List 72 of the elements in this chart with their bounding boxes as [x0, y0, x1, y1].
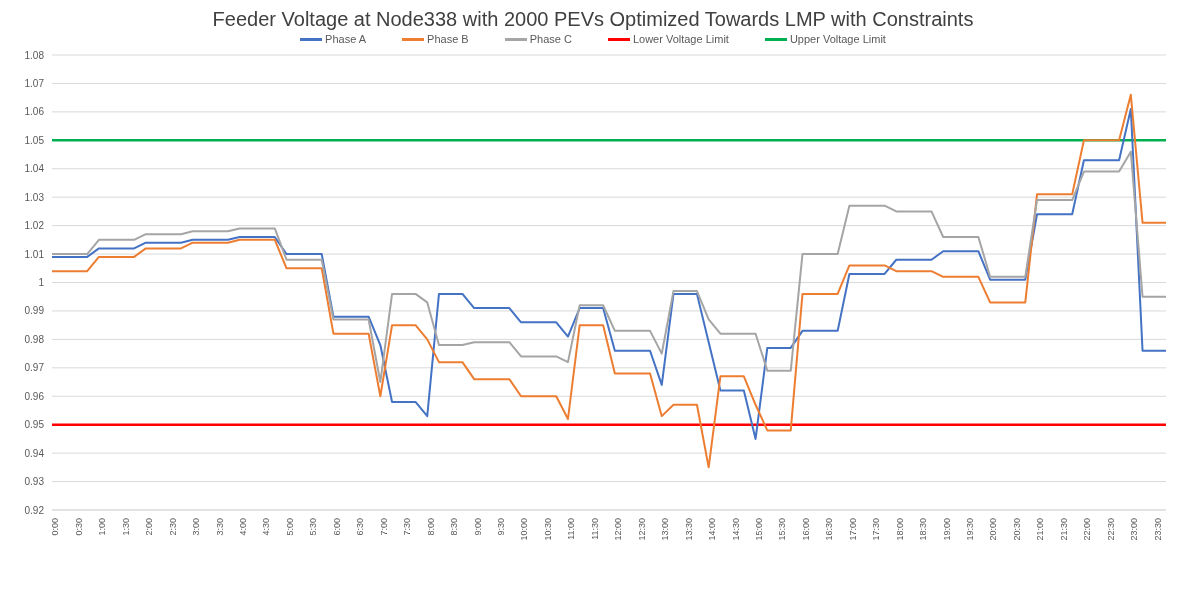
legend-label: Phase C — [529, 33, 572, 45]
x-tick-label: 5:30 — [308, 518, 319, 536]
x-tick-label: 20:30 — [1011, 518, 1022, 541]
line-series — [51, 150, 1167, 384]
chart-title: Feeder Voltage at Node338 with 2000 PEVs Optimized Towards LMP with Constraints — [211, 8, 975, 31]
x-tick-label: 3:30 — [214, 518, 225, 536]
x-tick-label: 9:30 — [495, 518, 506, 536]
x-tick-label: 13:00 — [660, 518, 671, 541]
y-tick-label: 0.98 — [24, 333, 45, 345]
x-tick-label: 2:00 — [144, 518, 155, 536]
x-tick-label: 12:30 — [636, 518, 647, 541]
y-tick-label: 1.08 — [24, 49, 45, 61]
x-tick-label: 17:30 — [871, 518, 882, 541]
x-tick-label: 21:30 — [1058, 518, 1069, 541]
x-tick-label: 13:30 — [683, 518, 694, 541]
x-tick-label: 18:30 — [918, 518, 929, 541]
x-tick-label: 18:00 — [894, 518, 905, 541]
legend-label: Phase A — [325, 33, 367, 45]
x-tick-label: 7:30 — [402, 518, 413, 536]
y-tick-label: 1.06 — [24, 106, 45, 118]
x-tick-label: 14:00 — [707, 518, 718, 541]
x-tick-label: 3:00 — [191, 518, 202, 536]
x-tick-label: 19:30 — [965, 518, 976, 541]
legend-label: Phase B — [427, 33, 469, 45]
x-tick-label: 10:00 — [519, 518, 530, 541]
x-tick-label: 14:30 — [730, 518, 741, 541]
y-tick-label: 1.02 — [24, 220, 45, 232]
x-tick-label: 19:00 — [941, 518, 952, 541]
x-tick-label: 17:00 — [847, 518, 858, 541]
y-tick-label: 1.03 — [24, 191, 45, 203]
x-tick-label: 8:00 — [425, 518, 436, 536]
x-tick-label: 20:00 — [988, 518, 999, 541]
x-tick-label: 10:30 — [542, 518, 553, 541]
y-tick-label: 1 — [38, 277, 45, 289]
x-tick-label: 22:00 — [1082, 518, 1093, 541]
x-tick-label: 15:30 — [777, 518, 788, 541]
x-tick-label: 12:00 — [613, 518, 624, 541]
x-tick-label: 6:00 — [331, 518, 342, 536]
legend-label: Upper Voltage Limit — [789, 33, 886, 45]
y-tick-label: 0.94 — [24, 447, 45, 459]
x-tick-label: 2:30 — [167, 518, 178, 536]
x-tick-label: 4:30 — [261, 518, 272, 536]
x-tick-label: 23:00 — [1129, 518, 1140, 541]
x-tick-label: 7:00 — [378, 518, 389, 536]
y-tick-label: 1.01 — [24, 248, 45, 260]
x-tick-label: 9:00 — [472, 518, 483, 536]
y-tick-label: 0.92 — [24, 504, 45, 516]
x-tick-label: 11:30 — [589, 518, 600, 540]
x-tick-label: 6:30 — [355, 518, 366, 536]
x-tick-label: 23:30 — [1152, 518, 1163, 541]
x-tick-label: 22:30 — [1105, 518, 1116, 541]
y-tick-label: 1.04 — [24, 163, 45, 175]
x-tick-label: 1:00 — [97, 518, 108, 536]
x-tick-label: 0:30 — [73, 518, 84, 536]
y-tick-label: 0.93 — [24, 476, 45, 488]
x-tick-label: 21:00 — [1035, 518, 1046, 541]
x-tick-label: 1:30 — [120, 518, 131, 536]
x-tick-label: 5:00 — [284, 518, 295, 536]
x-tick-label: 11:00 — [566, 518, 577, 540]
y-tick-label: 0.97 — [24, 362, 45, 374]
y-tick-label: 0.95 — [24, 419, 45, 431]
y-tick-label: 1.05 — [24, 134, 45, 146]
x-tick-label: 16:00 — [800, 518, 811, 541]
x-tick-label: 4:00 — [238, 518, 249, 536]
x-tick-label: 16:30 — [824, 518, 835, 541]
x-tick-label: 15:00 — [753, 518, 764, 541]
legend-label: Lower Voltage Limit — [632, 33, 729, 45]
y-tick-label: 0.96 — [24, 390, 45, 402]
y-tick-label: 1.07 — [24, 77, 45, 89]
x-tick-label: 8:30 — [449, 518, 460, 536]
x-tick-label: 0:00 — [50, 518, 61, 536]
y-tick-label: 0.99 — [24, 305, 45, 317]
